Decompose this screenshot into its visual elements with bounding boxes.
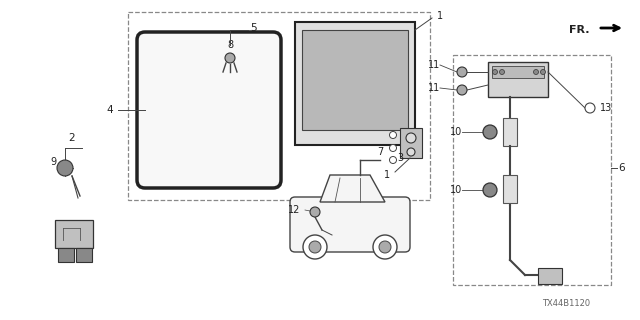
Bar (538, 268, 562, 284)
Text: 5: 5 (250, 23, 257, 33)
Bar (503, 175, 517, 203)
Bar (76, 248, 92, 262)
Text: 11: 11 (428, 83, 440, 93)
Circle shape (499, 69, 504, 75)
Polygon shape (295, 22, 415, 145)
Polygon shape (302, 30, 408, 130)
Bar (58, 248, 74, 262)
Circle shape (483, 183, 497, 197)
Circle shape (483, 125, 497, 139)
Circle shape (225, 53, 235, 63)
Polygon shape (320, 175, 385, 202)
Circle shape (457, 67, 467, 77)
Circle shape (310, 207, 320, 217)
Text: 1: 1 (384, 170, 390, 180)
Bar (488, 62, 548, 97)
Circle shape (406, 133, 416, 143)
Circle shape (541, 69, 545, 75)
FancyBboxPatch shape (137, 32, 281, 188)
Bar (128, 12, 430, 200)
Bar (55, 220, 93, 248)
Circle shape (534, 69, 538, 75)
Text: 6: 6 (618, 163, 625, 173)
Text: 13: 13 (600, 103, 612, 113)
Circle shape (390, 156, 397, 164)
Text: 4: 4 (106, 105, 113, 115)
Circle shape (57, 160, 73, 176)
Bar (503, 118, 517, 146)
Text: 12: 12 (287, 205, 300, 215)
Circle shape (373, 235, 397, 259)
Circle shape (309, 241, 321, 253)
Circle shape (390, 132, 397, 139)
Text: 10: 10 (450, 127, 462, 137)
Text: FR.: FR. (570, 25, 590, 35)
Text: 8: 8 (227, 40, 233, 50)
Bar (400, 128, 422, 158)
Text: 11: 11 (428, 60, 440, 70)
Text: 1: 1 (437, 11, 443, 21)
Text: 2: 2 (68, 133, 76, 143)
Text: 7: 7 (377, 147, 383, 157)
Text: 3: 3 (397, 153, 403, 163)
Circle shape (457, 85, 467, 95)
FancyBboxPatch shape (290, 197, 410, 252)
Circle shape (493, 69, 497, 75)
Circle shape (379, 241, 391, 253)
Text: 9: 9 (50, 157, 56, 167)
Circle shape (407, 148, 415, 156)
Bar (492, 66, 544, 78)
Circle shape (585, 103, 595, 113)
Circle shape (390, 145, 397, 151)
Text: 10: 10 (450, 185, 462, 195)
Circle shape (303, 235, 327, 259)
Bar (453, 55, 611, 285)
Text: TX44B1120: TX44B1120 (542, 299, 590, 308)
